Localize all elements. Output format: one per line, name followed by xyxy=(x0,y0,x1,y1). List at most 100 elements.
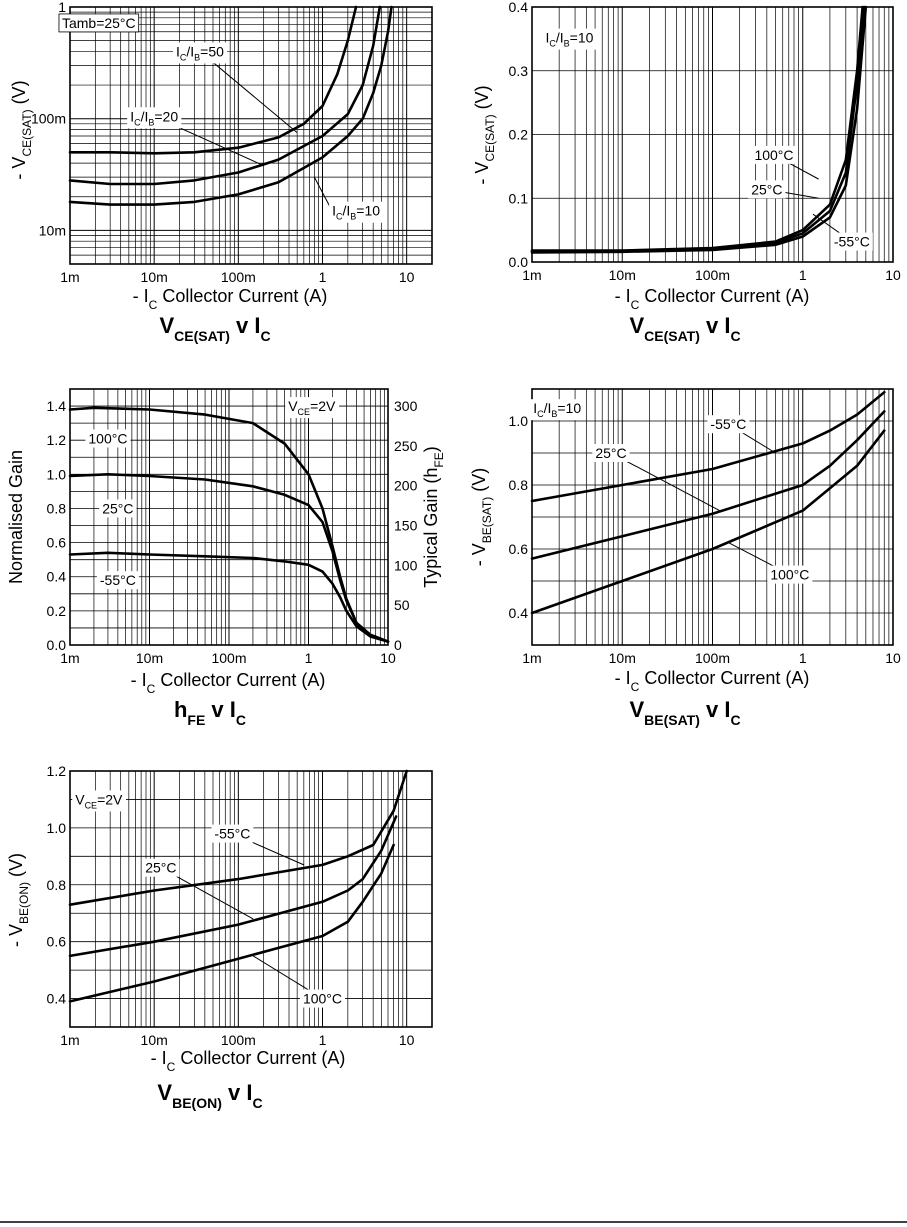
y-tick-label: 100m xyxy=(31,111,66,127)
plot-frame xyxy=(69,6,433,265)
annotation-bg xyxy=(172,42,228,64)
y-tick-label: 1.0 xyxy=(47,820,67,836)
x-tick-label: 1 xyxy=(799,650,807,666)
annotation-label: -55°C xyxy=(100,572,136,588)
x-axis-label: - IC Collector Current (A) xyxy=(151,1048,346,1074)
x-tick-label: 1m xyxy=(60,650,79,666)
y2-tick-label: 50 xyxy=(394,597,410,613)
annotation-bg xyxy=(142,858,180,877)
y-tick-label: 1.4 xyxy=(47,398,67,414)
y2-axis-label: Typical Gain (hFE) xyxy=(421,446,446,587)
annotation-bg xyxy=(285,397,340,419)
x-axis-label: - IC Collector Current (A) xyxy=(131,670,326,696)
annotation-bg xyxy=(830,232,873,251)
y-tick-label: 1 xyxy=(58,0,66,15)
y2-tick-label: 200 xyxy=(394,478,418,494)
y-axis-label: Normalised Gain xyxy=(6,450,26,584)
y-tick-label: 0.2 xyxy=(47,603,67,619)
y2-tick-label: 0 xyxy=(394,637,402,653)
x-tick-label: 10m xyxy=(609,650,636,666)
x-tick-label: 1m xyxy=(60,269,79,285)
annotation-label: IC/IB=10 xyxy=(332,203,380,222)
series-line-2 xyxy=(68,843,395,1003)
annotation-bg xyxy=(592,444,630,462)
x-tick-label: 1 xyxy=(319,269,327,285)
x-tick-label: 1 xyxy=(799,267,807,283)
x-tick-label: 10 xyxy=(380,650,396,666)
series-line-2 xyxy=(530,429,886,615)
annotations: VCE=2V -55°C 25°C 100°C xyxy=(72,790,346,1008)
annotation-label: IC/IB=10 xyxy=(533,400,581,419)
annotation-label: Tamb=25°C xyxy=(62,15,136,31)
annotation-label: 25°C xyxy=(751,181,782,197)
annotation-label: 100°C xyxy=(770,567,809,583)
x-tick-label: 10 xyxy=(399,269,415,285)
y-tick-label: 0.4 xyxy=(509,605,529,621)
annotation-label: IC/IB=10 xyxy=(545,30,593,49)
series-line-0 xyxy=(68,5,358,155)
annotation-label: IC/IB=50 xyxy=(176,43,224,62)
annotation-label: VCE=2V xyxy=(75,791,123,810)
x-tick-label: 1 xyxy=(319,1032,327,1048)
annotation-label: 100°C xyxy=(754,147,793,163)
tick-labels: 1m 10m 100m 1 10 0.0 0.2 0.4 0.6 0.8 1.0 1.2 1.4 0 50 1… xyxy=(47,398,418,666)
annotation-bg xyxy=(748,180,786,199)
annotation-label: 25°C xyxy=(145,860,176,876)
x-axis-label: - IC Collector Current (A) xyxy=(615,286,810,312)
series-line-1 xyxy=(68,472,390,643)
y-tick-label: 0.0 xyxy=(47,637,67,653)
annotation-bg xyxy=(751,145,797,164)
annotation-label: -55°C xyxy=(834,234,870,250)
annotations: Tamb=25°C IC/IB=50 IC/IB=20 IC/IB=10 xyxy=(58,13,384,223)
x-tick-label: 1m xyxy=(522,650,541,666)
x-tick-label: 1m xyxy=(522,267,541,283)
annotation-label: -55°C xyxy=(710,416,746,432)
y-tick-label: 0.2 xyxy=(509,127,529,143)
annotation-bg xyxy=(85,429,131,448)
y-tick-label: 0.6 xyxy=(47,535,67,551)
series-line-1 xyxy=(68,815,398,958)
y-tick-label: 1.0 xyxy=(509,413,529,429)
x-tick-label: 100m xyxy=(221,269,256,285)
series-line-1 xyxy=(68,5,382,186)
annotation-bg xyxy=(58,13,140,33)
y-tick-label: 0.6 xyxy=(509,541,529,557)
y-tick-label: 1.2 xyxy=(47,763,67,779)
y2-tick-label: 150 xyxy=(394,518,418,534)
x-tick-label: 10m xyxy=(136,650,163,666)
annotation-label: -55°C xyxy=(214,826,250,842)
x-tick-label: 10m xyxy=(141,269,168,285)
y-tick-label: 0.4 xyxy=(509,0,529,15)
x-tick-label: 100m xyxy=(695,267,730,283)
annotation-bg xyxy=(96,571,139,590)
series-line-2 xyxy=(68,5,393,206)
y-tick-label: 0.4 xyxy=(47,569,67,585)
y-tick-label: 1.0 xyxy=(47,466,67,482)
annotations: IC/IB=10 -55°C 25°C 100°C xyxy=(530,399,813,584)
annotation-bg xyxy=(299,989,346,1008)
leader-line xyxy=(199,51,298,134)
y-axis-label: - VBE(SAT) (V) xyxy=(469,468,494,566)
x-tick-label: 10 xyxy=(885,650,901,666)
chart-vcesat-temp: 1m 10m 100m 1 10 0.0 0.1 0.2 0.3 0.4 IC/IB=10 100°C… xyxy=(472,0,901,344)
x-tick-label: 100m xyxy=(221,1032,256,1048)
annotation-bg xyxy=(530,399,585,421)
series-line-2 xyxy=(530,5,868,254)
plot-frame xyxy=(531,6,894,263)
annotations: IC/IB=10 100°C 25°C -55°C xyxy=(542,28,873,251)
annotation-bg xyxy=(127,107,182,129)
annotations: VCE=2V 100°C 25°C -55°C xyxy=(85,397,340,590)
annotation-label: 100°C xyxy=(303,991,342,1007)
annotation-bg xyxy=(707,415,750,434)
chart-title: VCE(SAT) v IC xyxy=(159,313,270,344)
y-tick-label: 0.1 xyxy=(509,190,529,206)
x-tick-label: 100m xyxy=(695,650,730,666)
annotation-label: 25°C xyxy=(102,500,133,516)
annotation-bg xyxy=(99,499,137,518)
chart-title: hFE v IC xyxy=(174,697,246,728)
annotation-bg xyxy=(211,824,254,843)
x-tick-label: 10m xyxy=(141,1032,168,1048)
annotation-bg xyxy=(72,790,127,812)
annotation-label: VCE=2V xyxy=(288,398,336,417)
